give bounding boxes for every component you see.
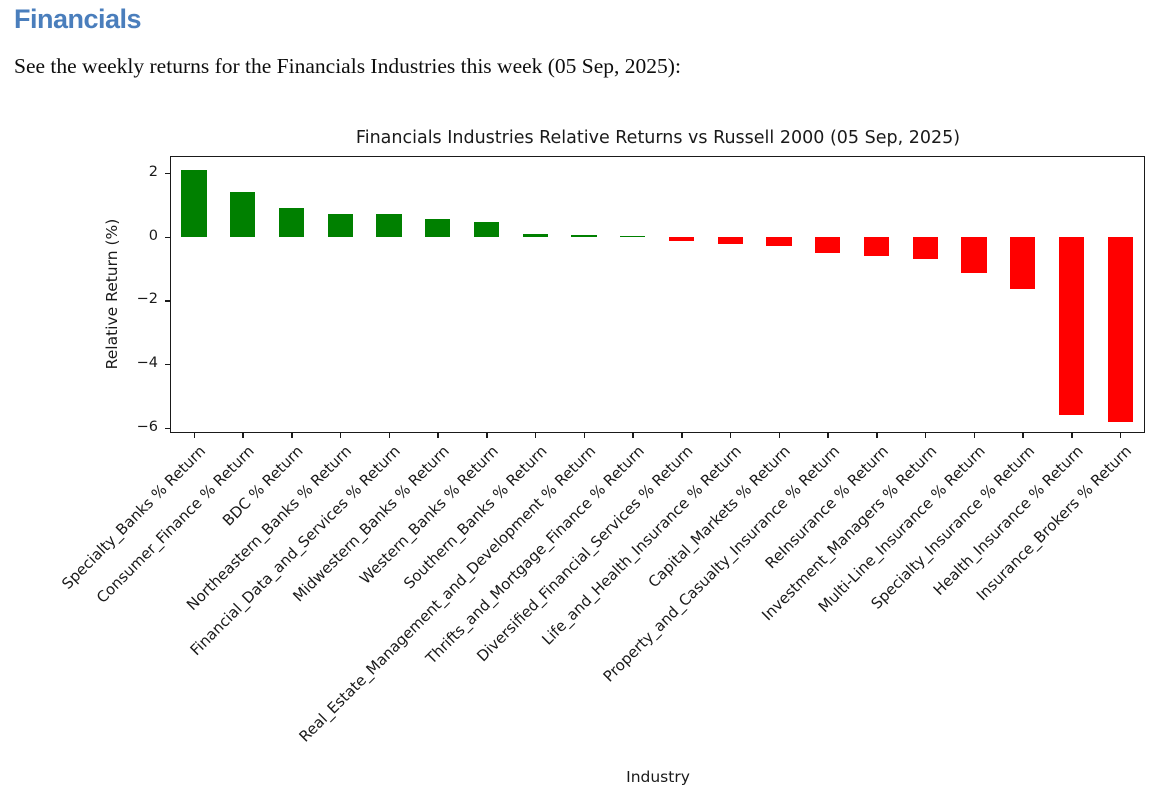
x-tick xyxy=(681,433,683,438)
bar-ReInsurance % Return xyxy=(863,236,890,256)
bar-Capital_Markets % Return xyxy=(766,236,792,247)
y-tick xyxy=(165,427,170,429)
y-tick xyxy=(165,300,170,302)
bar-Investment_Managers % Return xyxy=(912,236,938,260)
bar-Specialty_Insurance % Return xyxy=(1010,236,1036,290)
y-tick-label: −6 xyxy=(136,418,158,435)
x-tick-label: Investment_Managers % Return xyxy=(758,442,941,625)
y-tick-label: 2 xyxy=(148,164,158,180)
bar-Midwestern_Banks % Return xyxy=(425,219,451,237)
bar-Health_Insurance % Return xyxy=(1058,236,1085,416)
x-tick xyxy=(534,433,537,438)
bar-Western_Banks % Return xyxy=(473,221,500,237)
bar-Northeastern_Banks % Return xyxy=(327,213,353,237)
x-tick xyxy=(1119,433,1122,438)
x-tick xyxy=(242,433,244,438)
bar-Life_and_Health_Insurance % Return xyxy=(717,236,743,244)
x-tick xyxy=(583,433,586,438)
page-subtitle: See the weekly returns for the Financial… xyxy=(14,54,681,78)
bar-Multi-Line_Insurance % Return xyxy=(961,236,987,274)
y-tick xyxy=(165,172,170,175)
x-tick xyxy=(486,433,488,438)
bar-Financial_Data_and_Services % Return xyxy=(376,213,402,237)
chart-title: Financials Industries Relative Returns v… xyxy=(355,128,961,148)
y-tick-label: −2 xyxy=(136,291,158,308)
x-tick xyxy=(778,433,781,438)
bar-Thrifts_and_Mortgage_Finance % Return xyxy=(620,236,646,237)
bar-Real_Estate_Management_and_Development % Return xyxy=(571,235,597,237)
x-tick xyxy=(827,433,829,438)
x-tick xyxy=(1071,433,1073,438)
x-tick xyxy=(291,433,293,438)
bar-BDC % Return xyxy=(278,208,305,237)
x-tick xyxy=(632,433,634,438)
x-tick xyxy=(729,433,732,438)
x-tick xyxy=(973,433,976,438)
x-tick xyxy=(388,433,391,438)
x-tick xyxy=(339,433,342,438)
bar-Property_and_Casualty_Insurance % Return xyxy=(815,236,841,253)
plot-area xyxy=(170,156,1145,433)
y-tick xyxy=(165,236,170,238)
x-tick xyxy=(437,433,439,438)
bar-Diversified_Financial_Services % Return xyxy=(668,236,695,241)
page-title: Financials xyxy=(14,4,142,34)
y-tick-label: −4 xyxy=(136,355,158,372)
x-tick xyxy=(193,433,196,438)
y-tick-label: 0 xyxy=(148,227,158,244)
x-tick xyxy=(876,433,878,438)
bar-Southern_Banks % Return xyxy=(522,233,548,237)
bar-Consumer_Finance % Return xyxy=(230,192,256,237)
x-axis-label: Industry xyxy=(626,768,690,786)
bar-Specialty_Banks % Return xyxy=(181,170,207,237)
x-tick xyxy=(1022,433,1024,438)
bar-Insurance_Brokers % Return xyxy=(1107,236,1133,422)
y-tick xyxy=(165,363,170,366)
x-tick xyxy=(924,433,927,438)
